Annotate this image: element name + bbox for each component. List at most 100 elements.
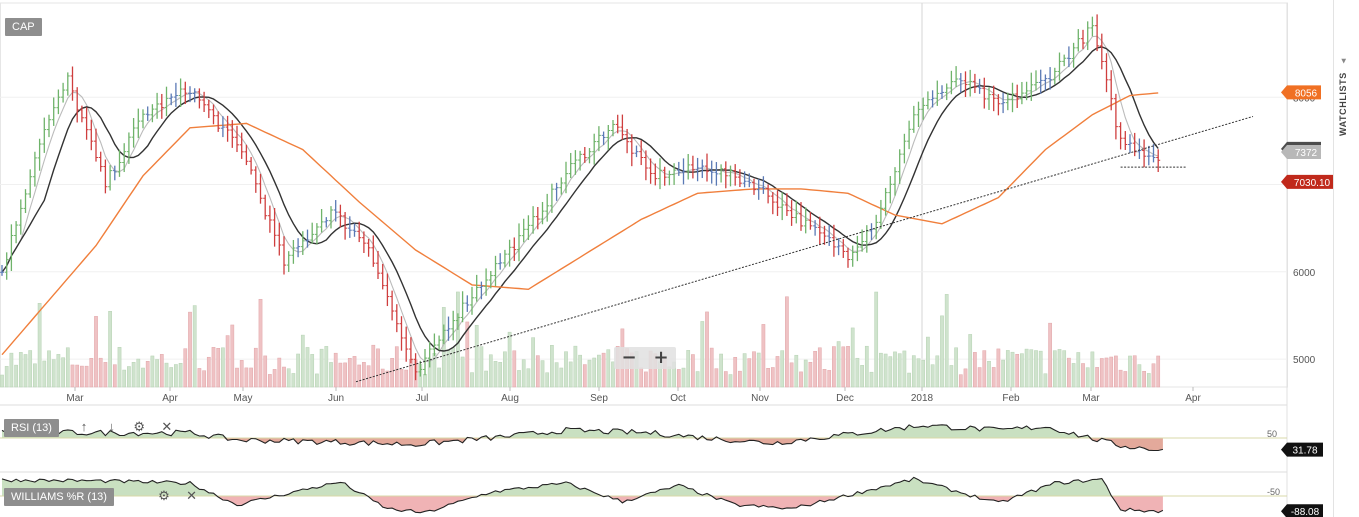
gear-icon[interactable]: ⚙ [158,488,170,503]
volume-bar [850,327,855,388]
ohlc-bar [141,109,145,129]
volume-bar [752,351,756,388]
ohlc-bar [625,128,630,154]
volume-bar [1137,364,1142,388]
ohlc-bar [606,124,611,151]
volume-bar [263,355,268,388]
volume-bar [1005,350,1010,388]
volume-bar [277,357,282,388]
ohlc-bar [817,216,822,245]
ohlc-bar [855,235,860,262]
ohlc-bar [352,223,357,237]
volume-bar [4,366,9,388]
volume-bar [178,363,183,388]
ohlc-bar [479,281,484,300]
ohlc-bar [987,87,991,110]
close-icon[interactable]: ✕ [186,488,198,503]
volume-bar [300,334,305,388]
ohlc-bar [1104,53,1109,93]
ohlc-bar [178,78,183,107]
ohlc-bar [451,310,456,341]
volume-bar [235,367,239,388]
ohlc-bar [841,239,846,258]
volume-bar [1038,350,1043,388]
ohlc-bar [1123,131,1128,150]
ohlc-bar [719,164,724,183]
ohlc-bar [860,229,865,252]
rsi-indicator-tag[interactable]: RSI (13) [4,419,59,437]
ohlc-bar [545,193,550,222]
ohlc-bar [681,158,686,185]
ohlc-bar [188,86,192,103]
ohlc-bar [935,80,940,106]
volume-bar [324,346,329,388]
volume-bar [366,365,371,388]
move-up-icon[interactable]: ↑ [80,419,88,434]
ohlc-bar [582,146,587,163]
volume-bar [1067,357,1071,388]
move-down-icon[interactable]: ↓ [108,419,115,434]
volume-bar [347,357,352,388]
ohlc-bar [1057,52,1062,81]
ohlc-bar [399,316,404,351]
ohlc-bar [249,157,254,175]
rsi-value-badge [1281,442,1323,457]
ohlc-bar [498,253,503,270]
watchlists-sidebar[interactable] [1333,0,1359,517]
volume-bar [28,350,33,388]
ohlc-bar [1001,92,1006,114]
ohlc-bar [1113,93,1118,140]
gear-icon[interactable]: ⚙ [133,419,146,434]
ohlc-bar [977,78,982,94]
volume-bar [1052,350,1057,388]
volume-bar [954,347,958,388]
volume-bar [357,364,362,388]
ohlc-bar [869,223,874,240]
ohlc-bar [183,81,188,105]
ohlc-bar [465,295,470,312]
ohlc-bar [653,163,658,186]
volume-bar [902,350,907,388]
volume-bar [1132,355,1137,388]
ohlc-bar [197,88,202,109]
x-tick-label: Mar [1082,393,1100,404]
collapse-arrow-icon[interactable]: ◄ [1339,56,1348,66]
ohlc-bar [230,120,235,148]
ohlc-bar [747,173,752,188]
volume-bar [836,341,841,388]
volume-bar [700,321,705,388]
watchlists-tab[interactable]: WATCHLISTS ◄ [1338,57,1348,136]
zoom-out-button[interactable]: − [621,347,637,368]
volume-bar [211,347,216,388]
ohlc-bar [629,134,634,167]
ohlc-bar [1015,84,1020,109]
volume-bar [709,347,714,388]
ohlc-bar [4,252,9,280]
ohlc-bar [836,238,841,256]
volume-bar [597,354,601,388]
zoom-in-button[interactable]: + [653,347,669,368]
volume-bar [103,362,108,388]
ohlc-bar [206,99,211,119]
volume-bar [545,372,550,388]
ohlc-bar [131,118,136,148]
ohlc-bar [573,150,578,175]
volume-bar [770,367,775,388]
ohlc-bar [1081,29,1085,50]
ohlc-bar [1010,82,1015,113]
volume-bar [253,347,258,388]
williams-fill-above [2,477,1163,496]
volume-bar [789,362,794,388]
ohlc-bar [723,161,728,189]
volume-bar [42,360,47,388]
volume-bar [1071,363,1076,388]
williams-indicator-tag[interactable]: WILLIAMS %R (13) [4,488,114,506]
price-label-badge [1281,174,1333,189]
ohlc-bar [690,155,695,179]
volume-bar [80,365,84,388]
volume-bar [1128,355,1132,388]
ohlc-bar [752,178,756,195]
ohlc-bar [672,163,677,185]
close-icon[interactable]: ✕ [161,419,173,434]
